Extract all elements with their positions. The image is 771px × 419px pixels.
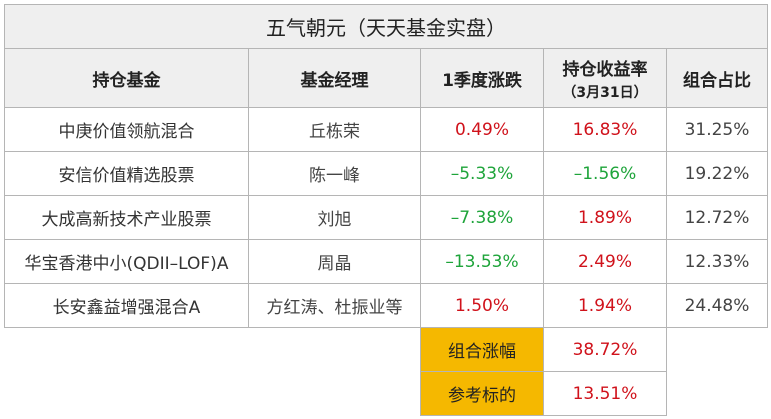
fund-name-cell: 大成高新技术产业股票 [4,195,249,240]
fund-name-cell: 安信价值精选股票 [4,151,249,196]
q1-change-cell: –5.33% [420,151,544,196]
manager-cell: 陈一峰 [248,151,421,196]
header-return-label: 持仓收益率 [562,59,648,80]
manager-cell: 周晶 [248,239,421,284]
header-manager: 基金经理 [248,48,421,108]
weight-cell: 19.22% [666,151,768,196]
weight-cell: 31.25% [666,107,768,152]
header-row: 持仓基金 基金经理 1季度涨跌 持仓收益率 （3月31日） 组合占比 [4,48,768,108]
summary-label: 组合涨幅 [420,327,544,372]
header-return: 持仓收益率 （3月31日） [543,48,667,108]
summary-value: 13.51% [543,371,667,416]
return-cell: 1.94% [543,283,667,328]
return-cell: 16.83% [543,107,667,152]
header-weight: 组合占比 [666,48,768,108]
weight-cell: 24.48% [666,283,768,328]
summary-row-benchmark: 参考标的 13.51% [5,371,768,416]
table-row: 长安鑫益增强混合A 方红涛、杜振业等 1.50% 1.94% 24.48% [4,283,768,328]
fund-name-cell: 华宝香港中小(QDII–LOF)A [4,239,249,284]
manager-cell: 刘旭 [248,195,421,240]
fund-name-cell: 长安鑫益增强混合A [4,283,249,328]
q1-change-cell: 1.50% [420,283,544,328]
fund-portfolio-table: 五气朝元（天天基金实盘） 持仓基金 基金经理 1季度涨跌 持仓收益率 （3月31日… [4,4,768,416]
return-cell: 1.89% [543,195,667,240]
weight-cell: 12.72% [666,195,768,240]
return-cell: –1.56% [543,151,667,196]
table-row: 华宝香港中小(QDII–LOF)A 周晶 –13.53% 2.49% 12.33% [4,239,768,284]
q1-change-cell: 0.49% [420,107,544,152]
header-q1-change: 1季度涨跌 [420,48,544,108]
manager-cell: 丘栋荣 [248,107,421,152]
manager-cell: 方红涛、杜振业等 [248,283,421,328]
q1-change-cell: –13.53% [420,239,544,284]
return-cell: 2.49% [543,239,667,284]
header-fund: 持仓基金 [4,48,249,108]
q1-change-cell: –7.38% [420,195,544,240]
table-row: 中庚价值领航混合 丘栋荣 0.49% 16.83% 31.25% [4,107,768,152]
header-return-date: （3月31日） [562,84,648,101]
summary-row-portfolio: 组合涨幅 38.72% [5,327,768,372]
summary-value: 38.72% [543,327,667,372]
table-row: 安信价值精选股票 陈一峰 –5.33% –1.56% 19.22% [4,151,768,196]
table-title: 五气朝元（天天基金实盘） [4,4,768,49]
table-row: 大成高新技术产业股票 刘旭 –7.38% 1.89% 12.72% [4,195,768,240]
summary-label: 参考标的 [420,371,544,416]
weight-cell: 12.33% [666,239,768,284]
fund-name-cell: 中庚价值领航混合 [4,107,249,152]
